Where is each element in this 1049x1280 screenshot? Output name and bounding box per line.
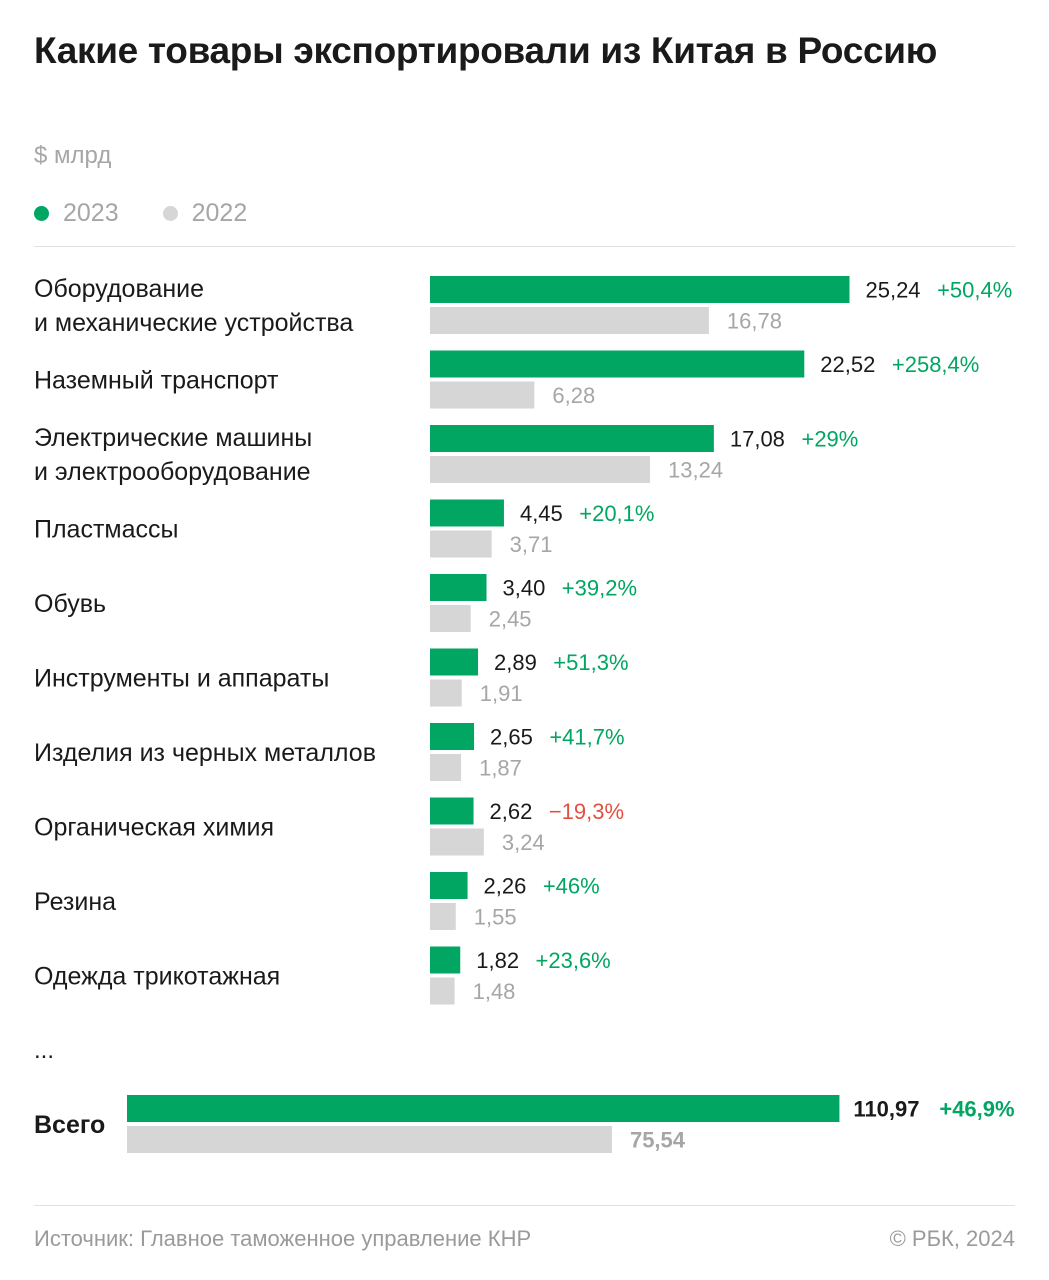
ellipsis: ... [34, 1037, 54, 1064]
total-bar-2022 [127, 1126, 612, 1153]
category-label: Одежда трикотажная [34, 963, 280, 991]
bar-2023 [430, 723, 475, 750]
total-value-2022: 75,54 [630, 1128, 686, 1153]
unit-label: $ млрд [34, 142, 112, 169]
bar-2023 [430, 797, 474, 825]
change-label: +258,4% [892, 352, 979, 377]
change-label: +41,7% [549, 725, 624, 750]
value-label-2022: 3,24 [502, 830, 545, 855]
bar-2022 [430, 307, 709, 334]
value-label-2023: 25,24 [865, 278, 920, 303]
legend-swatch-2023 [34, 205, 49, 221]
value-label-2022: 1,48 [473, 979, 516, 1004]
value-label-2023: 2,89 [494, 650, 537, 675]
value-label-2023: 4,45 [520, 501, 563, 526]
source-note: Источник: Главное таможенное управление … [34, 1226, 532, 1251]
value-label-2023: 2,26 [484, 874, 527, 899]
change-label: +39,2% [562, 576, 637, 601]
category-label: Изделия из черных металлов [34, 739, 376, 767]
value-label-2023: 3,40 [503, 576, 546, 601]
bar-2022 [430, 679, 462, 707]
change-label: −19,3% [549, 799, 624, 824]
bar-2022 [430, 828, 484, 856]
category-label: Инструменты и аппараты [34, 665, 329, 693]
legend-swatch-2022 [162, 205, 178, 221]
total-change: +46,9% [939, 1097, 1014, 1122]
value-label-2022: 1,87 [479, 756, 522, 781]
value-label-2022: 1,55 [474, 905, 517, 930]
bar-2022 [430, 456, 651, 483]
value-label-2022: 2,45 [489, 607, 532, 632]
category-label: и механические устройства [34, 309, 353, 337]
bar-2023 [430, 425, 714, 452]
category-label: Наземный транспорт [34, 367, 279, 395]
chart-title: Какие товары экспортировали из Китая в Р… [34, 30, 938, 71]
value-label-2022: 1,91 [480, 681, 523, 706]
legend-label-2023: 2023 [63, 198, 119, 227]
bar-2022 [430, 605, 471, 632]
bottom-divider [34, 1205, 1015, 1206]
bar-2022 [430, 977, 455, 1005]
bar-2023 [430, 499, 504, 527]
change-label: +51,3% [553, 650, 628, 675]
total-label: Всего [34, 1111, 105, 1139]
bar-2022 [430, 903, 456, 930]
change-label: +29% [801, 427, 858, 452]
bar-2022 [430, 754, 462, 781]
top-divider [34, 246, 1015, 247]
change-label: +50,4% [937, 278, 1012, 303]
bar-2023 [430, 946, 461, 974]
change-label: +23,6% [536, 948, 611, 973]
bar-2023 [430, 574, 487, 601]
bar-chart: Оборудование и механические устройства 25,… [34, 275, 1015, 1153]
change-label: +46% [543, 874, 600, 899]
bar-2023 [430, 648, 479, 676]
bar-2023 [430, 276, 850, 303]
legend: 2023 2022 [34, 198, 291, 228]
value-label-2022: 3,71 [510, 532, 553, 557]
value-label-2023: 17,08 [730, 427, 785, 452]
value-label-2022: 6,28 [552, 383, 595, 408]
bar-2023 [430, 872, 468, 899]
legend-item-2022: 2022 [162, 198, 248, 228]
category-label: Резина [34, 888, 116, 916]
value-label-2023: 1,82 [476, 948, 519, 973]
value-label-2023: 2,65 [490, 725, 533, 750]
category-label: Пластмассы [34, 516, 178, 544]
category-label: и электрооборудование [34, 458, 311, 486]
bar-2023 [430, 350, 805, 378]
bar-2022 [430, 530, 492, 558]
value-label-2023: 2,62 [490, 799, 533, 824]
category-label: Обувь [34, 590, 106, 618]
legend-item-2023: 2023 [34, 199, 119, 228]
total-bar-2023 [127, 1095, 840, 1122]
value-label-2022: 16,78 [727, 309, 782, 334]
change-label: +20,1% [579, 501, 654, 526]
legend-label-2022: 2022 [191, 198, 248, 227]
category-label: Органическая химия [34, 814, 274, 842]
total-value-2023: 110,97 [853, 1097, 919, 1122]
copyright: © РБК, 2024 [889, 1226, 1015, 1251]
category-label: Электрические машины [34, 424, 312, 452]
category-label: Оборудование [34, 275, 204, 303]
value-label-2023: 22,52 [820, 352, 875, 377]
value-label-2022: 13,24 [668, 458, 723, 483]
bar-2022 [430, 381, 535, 409]
